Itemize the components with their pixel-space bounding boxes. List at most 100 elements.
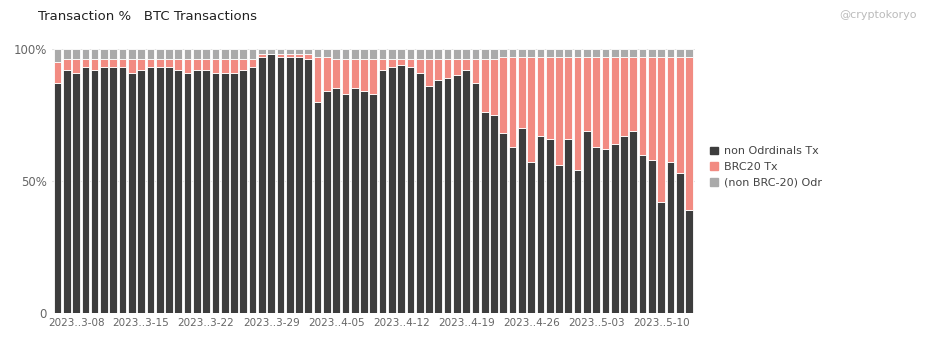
Bar [267, 49, 275, 54]
Bar [73, 72, 80, 313]
Legend: non Odrdinals Tx, BRC20 Tx, (non BRC-20) Odr: non Odrdinals Tx, BRC20 Tx, (non BRC-20)… [709, 147, 821, 188]
Bar [323, 49, 330, 57]
Bar [100, 67, 108, 313]
Bar [415, 49, 423, 59]
Bar [462, 70, 469, 313]
Bar [258, 57, 265, 313]
Bar [230, 59, 238, 72]
Bar [638, 49, 646, 57]
Bar [360, 91, 367, 313]
Bar [564, 49, 571, 57]
Bar [434, 80, 442, 313]
Bar [444, 49, 451, 59]
Bar [81, 59, 89, 67]
Bar [230, 72, 238, 313]
Bar [110, 67, 117, 313]
Bar [341, 59, 349, 94]
Bar [388, 67, 396, 313]
Bar [119, 49, 126, 59]
Bar [369, 49, 377, 59]
Bar [527, 163, 534, 313]
Bar [480, 112, 488, 313]
Bar [286, 49, 294, 54]
Bar [277, 54, 284, 57]
Bar [601, 57, 609, 149]
Bar [536, 57, 544, 136]
Bar [100, 59, 108, 67]
Bar [323, 91, 330, 313]
Bar [675, 49, 683, 57]
Bar [546, 57, 553, 139]
Bar [175, 70, 182, 313]
Bar [434, 59, 442, 80]
Bar [137, 70, 144, 313]
Bar [91, 59, 98, 70]
Bar [517, 128, 525, 313]
Bar [517, 49, 525, 57]
Bar [54, 83, 61, 313]
Bar [175, 59, 182, 70]
Bar [239, 70, 246, 313]
Bar [462, 49, 469, 59]
Bar [452, 59, 460, 75]
Bar [536, 136, 544, 313]
Bar [684, 49, 692, 57]
Bar [369, 59, 377, 94]
Bar [304, 59, 312, 313]
Bar [110, 49, 117, 59]
Bar [193, 70, 200, 313]
Bar [471, 59, 479, 83]
Bar [388, 59, 396, 67]
Bar [406, 49, 413, 59]
Bar [81, 49, 89, 59]
Bar [657, 49, 665, 57]
Bar [601, 149, 609, 313]
Bar [110, 59, 117, 67]
Bar [360, 49, 367, 59]
Bar [127, 72, 136, 313]
Bar [536, 49, 544, 57]
Bar [610, 144, 618, 313]
Bar [146, 67, 154, 313]
Bar [183, 59, 191, 72]
Bar [564, 139, 571, 313]
Bar [379, 49, 386, 59]
Bar [286, 54, 294, 57]
Bar [165, 67, 173, 313]
Bar [555, 49, 563, 57]
Bar [648, 57, 655, 160]
Bar [666, 57, 673, 163]
Bar [175, 49, 182, 59]
Bar [396, 65, 405, 313]
Bar [277, 57, 284, 313]
Bar [471, 49, 479, 59]
Bar [295, 54, 302, 57]
Bar [452, 49, 460, 59]
Bar [582, 49, 590, 57]
Bar [619, 136, 627, 313]
Bar [350, 59, 358, 88]
Bar [137, 49, 144, 59]
Bar [183, 49, 191, 59]
Bar [425, 86, 432, 313]
Bar [462, 59, 469, 70]
Bar [146, 49, 154, 59]
Bar [211, 59, 219, 72]
Bar [183, 72, 191, 313]
Bar [369, 94, 377, 313]
Bar [295, 57, 302, 313]
Bar [119, 67, 126, 313]
Bar [156, 67, 163, 313]
Bar [230, 49, 238, 59]
Bar [379, 59, 386, 70]
Bar [499, 49, 507, 57]
Bar [675, 57, 683, 173]
Bar [193, 49, 200, 59]
Bar [444, 59, 451, 78]
Bar [406, 67, 413, 313]
Bar [610, 49, 618, 57]
Bar [517, 57, 525, 128]
Bar [193, 59, 200, 70]
Bar [295, 49, 302, 54]
Bar [415, 72, 423, 313]
